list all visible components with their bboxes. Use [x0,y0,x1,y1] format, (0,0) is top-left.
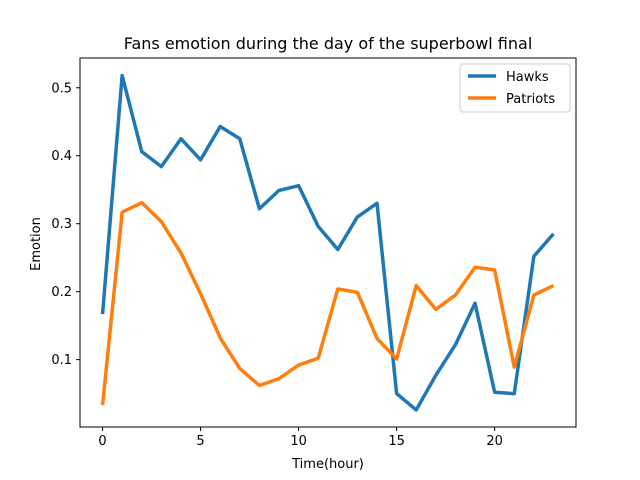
plot-area: 0 5 10 15 20 0.1 0.2 0.3 0.4 0.5 [51,57,577,449]
y-tick-label: 0.3 [51,217,72,232]
axes-frame [79,57,577,428]
legend-label-patriots: Patriots [506,92,555,107]
x-tick-label: 15 [388,434,405,449]
y-tick-label: 0.5 [51,81,72,96]
x-axis-label: Time(hour) [291,457,364,472]
y-tick-label: 0.4 [51,149,72,164]
y-tick-label: 0.1 [51,353,72,368]
series-line-hawks [100,73,555,412]
x-tick-label: 10 [290,434,307,449]
legend-label-hawks: Hawks [506,70,549,85]
series-line-patriots [100,200,555,406]
x-tick-label: 0 [98,434,106,449]
legend: Hawks Patriots [459,63,571,113]
y-axis-label: Emotion [29,217,44,271]
y-tick-label: 0.2 [51,285,72,300]
x-tick-label: 20 [486,434,503,449]
chart-title: Fans emotion during the day of the super… [124,34,533,53]
x-tick-label: 5 [196,434,204,449]
